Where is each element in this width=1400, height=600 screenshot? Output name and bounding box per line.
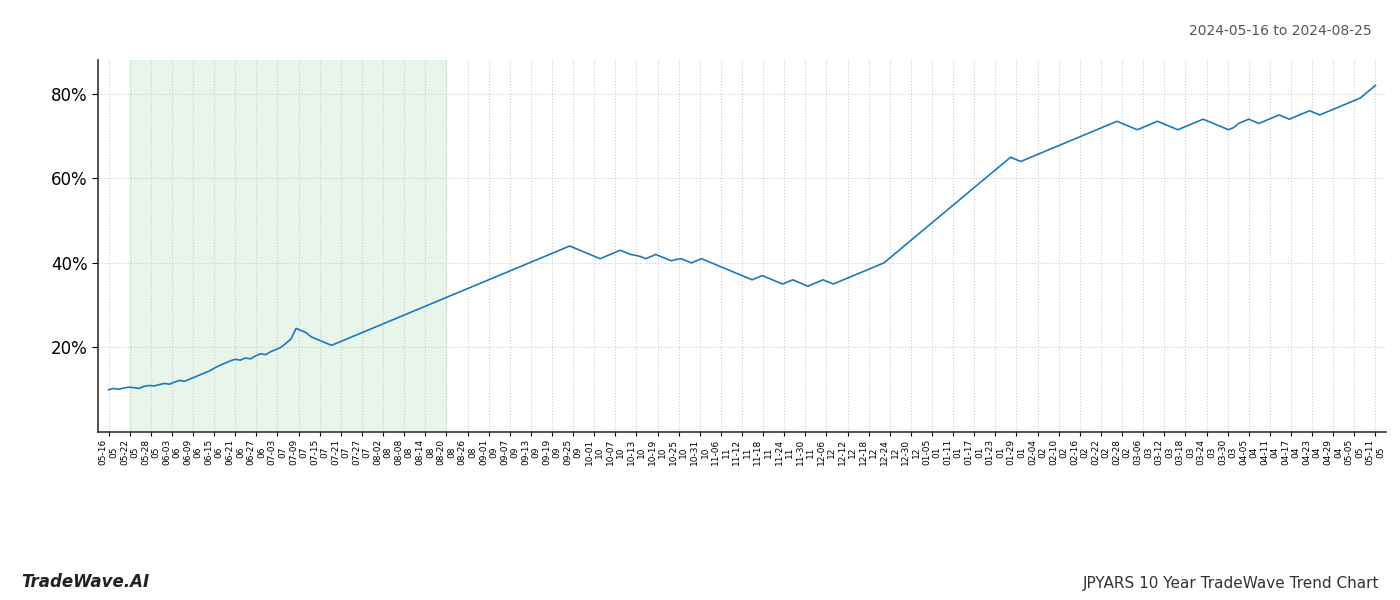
Text: 2024-05-16 to 2024-08-25: 2024-05-16 to 2024-08-25 — [1190, 24, 1372, 38]
Text: TradeWave.AI: TradeWave.AI — [21, 573, 150, 591]
Text: JPYARS 10 Year TradeWave Trend Chart: JPYARS 10 Year TradeWave Trend Chart — [1082, 576, 1379, 591]
Bar — [130, 60, 447, 432]
